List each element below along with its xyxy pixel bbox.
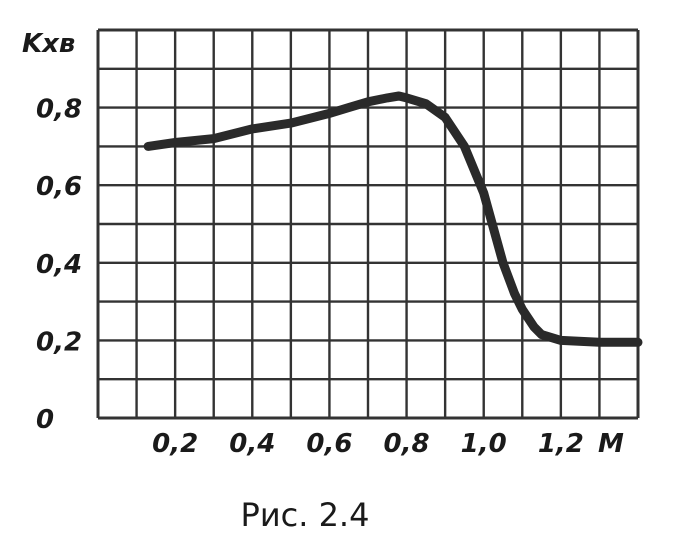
grid <box>96 28 640 420</box>
x-tick-label: 1,0 <box>461 429 507 459</box>
x-tick-label: 0,8 <box>384 429 430 459</box>
y-tick-label: 0,8 <box>36 95 82 125</box>
figure-caption: Рис. 2.4 <box>240 496 370 534</box>
x-tick-label: 1,2 <box>538 429 584 459</box>
x-tick-labels: 0,2 0,4 0,6 0,8 1,0 1,2 <box>152 429 584 459</box>
x-tick-label: 0,4 <box>229 429 275 459</box>
y-tick-label: 0,4 <box>36 250 82 280</box>
y-tick-label: 0,6 <box>36 172 82 202</box>
series-line-0 <box>143 91 643 347</box>
series-group <box>143 91 643 347</box>
y-tick-labels: 0 0,2 0,4 0,6 0,8 <box>36 95 82 435</box>
x-axis-label: M <box>598 429 624 459</box>
y-axis-label: Kxв <box>22 29 75 59</box>
x-tick-label: 0,2 <box>152 429 198 459</box>
y-tick-label: 0 <box>36 405 54 435</box>
x-tick-label: 0,6 <box>306 429 352 459</box>
y-tick-label: 0,2 <box>36 327 82 357</box>
